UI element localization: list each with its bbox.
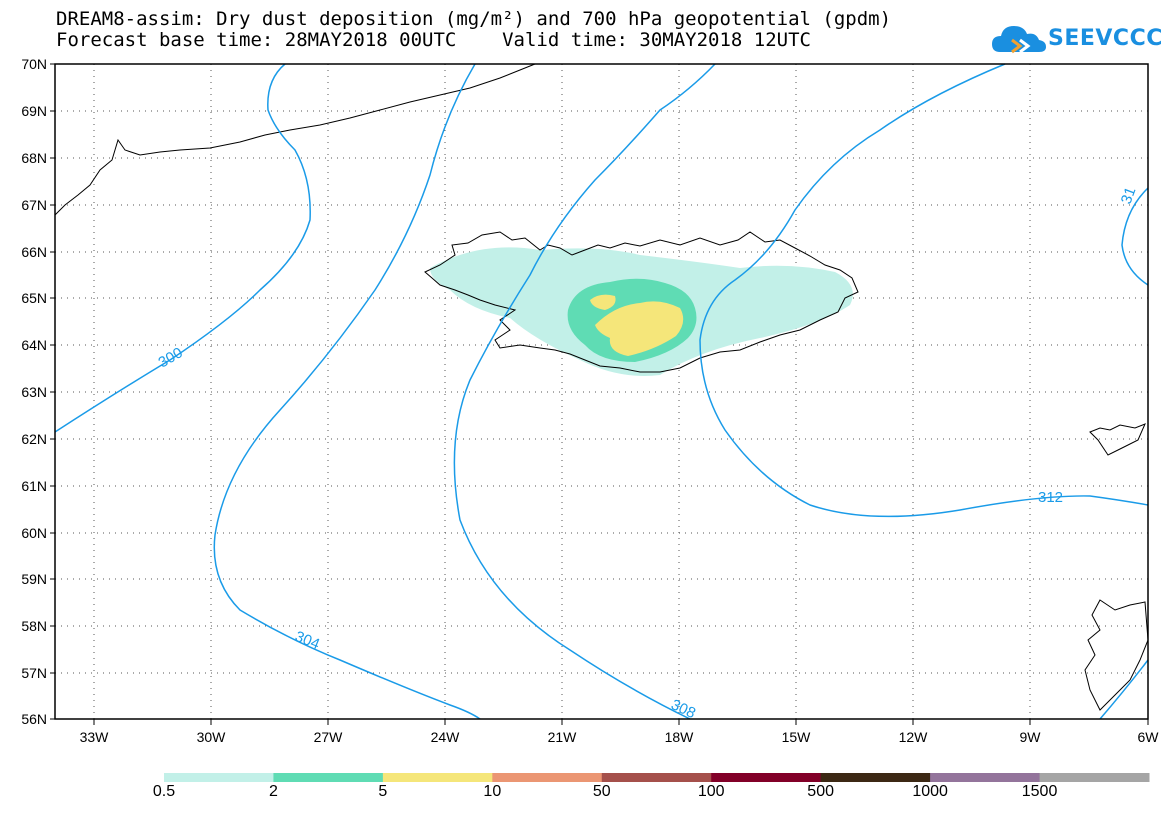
colorbar-swatch (1039, 773, 1150, 782)
colorbar-label: 10 (483, 783, 502, 800)
geopotential-contours (54, 63, 1149, 720)
contour-304 (213, 63, 481, 720)
dust-area-high-2 (595, 301, 684, 356)
colorbar-swatch (492, 773, 603, 782)
cloud-icon (992, 26, 1046, 54)
axis-ticks (50, 63, 1149, 725)
lat-label: 58N (21, 618, 47, 634)
coastlines (54, 63, 1149, 711)
lon-labels: 33W 30W 27W 24W 21W 18W 15W 12W 9W 6W (80, 729, 1160, 745)
faroe-coastline (1089, 423, 1146, 456)
lat-label: 68N (21, 150, 47, 166)
dust-area-high-1 (590, 294, 616, 310)
lat-label: 66N (21, 244, 47, 260)
colorbar-label: 50 (592, 783, 611, 800)
colorbar-label: 0.5 (152, 783, 176, 800)
colorbar-swatch (930, 773, 1041, 782)
lon-label: 6W (1138, 729, 1160, 745)
contour-308 (453, 63, 716, 720)
lat-label: 67N (21, 197, 47, 213)
lat-label: 62N (21, 431, 47, 447)
colorbar-swatch (273, 773, 384, 782)
lon-label: 18W (665, 729, 695, 745)
lon-label: 12W (899, 729, 929, 745)
lat-label: 69N (21, 103, 47, 119)
lon-label: 21W (548, 729, 578, 745)
lon-label: 24W (431, 729, 461, 745)
scotland-coastline (1084, 599, 1149, 711)
lat-label: 64N (21, 337, 47, 353)
colorbar-label: 100 (697, 783, 725, 800)
colorbar-label: 1500 (1021, 783, 1058, 800)
colorbar-label: 2 (268, 783, 278, 800)
colorbar-swatch (382, 773, 493, 782)
dust-deposition-field (430, 247, 853, 376)
contour-300 (54, 63, 311, 433)
colorbar-label: 500 (807, 783, 835, 800)
lon-label: 15W (782, 729, 812, 745)
greenland-coastline (54, 63, 536, 216)
lat-label: 70N (21, 56, 47, 72)
colorbar-label: 5 (378, 783, 388, 800)
contour-31x-east (1121, 187, 1149, 286)
lon-label: 9W (1020, 729, 1042, 745)
lon-label: 27W (314, 729, 344, 745)
logo-text: SEEVCCC (1048, 26, 1163, 51)
lon-label: 30W (197, 729, 227, 745)
colorbar-label: 1000 (912, 783, 948, 800)
lat-label: 61N (21, 478, 47, 494)
lat-label: 59N (21, 571, 47, 587)
colorbar-swatch (601, 773, 712, 782)
contour-label-31: 31 (1118, 185, 1140, 206)
map-title-line-1: DREAM8-assim: Dry dust deposition (mg/m²… (56, 8, 892, 30)
lat-label: 65N (21, 290, 47, 306)
lat-labels: 70N 69N 68N 67N 66N 65N 64N 63N 62N 61N … (21, 56, 47, 727)
contour-31x-southeast (1099, 659, 1149, 720)
contour-312 (699, 63, 1149, 518)
lon-label: 33W (80, 729, 110, 745)
lat-label: 60N (21, 525, 47, 541)
colorbar-swatch (711, 773, 822, 782)
colorbar-swatch (164, 773, 274, 782)
lat-label: 63N (21, 384, 47, 400)
colorbar (164, 773, 1150, 782)
seevccc-logo: SEEVCCC (990, 20, 1162, 60)
iceland-coastline (424, 231, 859, 373)
map-title-line-2: Forecast base time: 28MAY2018 00UTC Vali… (56, 29, 811, 51)
lat-label: 57N (21, 665, 47, 681)
colorbar-swatch (820, 773, 931, 782)
lat-label: 56N (21, 711, 47, 727)
contour-label-312: 312 (1038, 489, 1063, 506)
